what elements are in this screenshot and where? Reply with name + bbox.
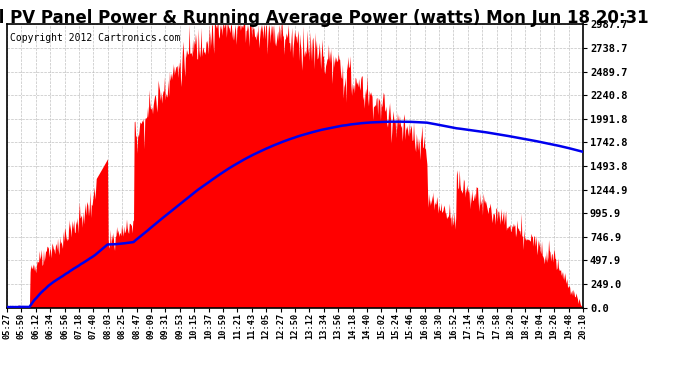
Text: Total PV Panel Power & Running Average Power (watts) Mon Jun 18 20:31: Total PV Panel Power & Running Average P… (0, 9, 649, 27)
Text: Copyright 2012 Cartronics.com: Copyright 2012 Cartronics.com (10, 33, 180, 43)
